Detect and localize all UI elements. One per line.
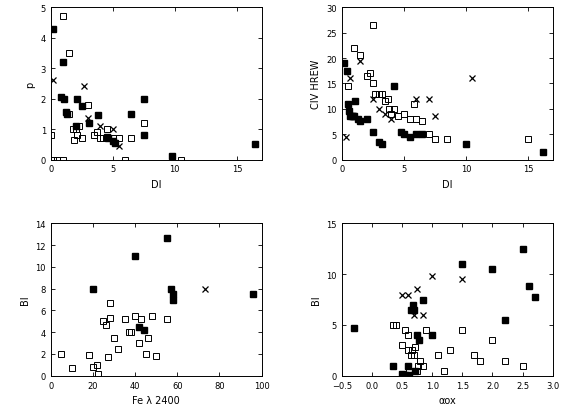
X-axis label: DI: DI [151, 180, 161, 190]
Y-axis label: BI: BI [311, 295, 321, 305]
Y-axis label: p: p [25, 81, 35, 87]
X-axis label: αox: αox [438, 395, 456, 405]
X-axis label: Fe λ 2400: Fe λ 2400 [133, 395, 180, 405]
X-axis label: DI: DI [442, 180, 452, 190]
Y-axis label: BI: BI [20, 295, 30, 305]
Y-axis label: CIV HREW: CIV HREW [311, 59, 321, 109]
